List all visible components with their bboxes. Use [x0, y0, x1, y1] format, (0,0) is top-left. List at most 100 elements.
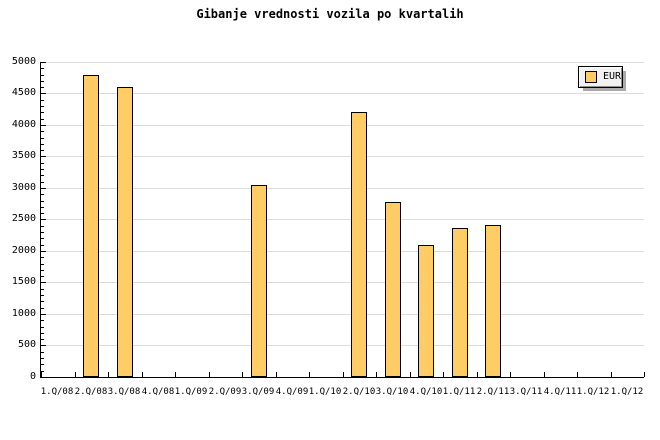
y-axis-label-4500: 4500	[11, 87, 36, 98]
y-major-tick-3500	[41, 156, 46, 157]
y-minor-tick-2700	[41, 207, 44, 208]
y-minor-tick-2200	[41, 238, 44, 239]
chart-title: Gibanje vrednosti vozila po kvartalih	[196, 7, 464, 21]
x-tick-1	[75, 372, 76, 377]
y-major-tick-3000	[41, 188, 46, 189]
y-minor-tick-4700	[41, 81, 44, 82]
legend-box: EUR	[578, 66, 623, 88]
y-major-tick-500	[41, 345, 46, 346]
bar-2.Q/10	[351, 112, 367, 377]
y-major-tick-2500	[41, 219, 46, 220]
bar-2.Q/11	[485, 225, 501, 377]
y-minor-tick-1800	[41, 264, 44, 265]
y-major-tick-4500	[41, 93, 46, 94]
gridline-1500	[41, 282, 644, 283]
legend-swatch-eur	[585, 71, 597, 83]
y-minor-tick-4300	[41, 106, 44, 107]
y-minor-tick-3200	[41, 175, 44, 176]
x-tick-18	[644, 372, 645, 377]
plot-area	[40, 62, 645, 378]
y-axis-label-1000: 1000	[11, 308, 36, 319]
x-axis-label-0: 1.Q/08	[40, 387, 74, 397]
gridline-2000	[41, 251, 644, 252]
gridline-4000	[41, 125, 644, 126]
y-minor-tick-300	[41, 358, 44, 359]
x-axis-label-4: 1.Q/09	[174, 387, 208, 397]
x-tick-0	[41, 372, 42, 377]
x-axis-label-11: 4.Q/10	[409, 387, 443, 397]
x-tick-17	[611, 372, 612, 377]
y-minor-tick-4800	[41, 75, 44, 76]
y-minor-tick-1200	[41, 301, 44, 302]
y-minor-tick-4900	[41, 68, 44, 69]
y-minor-tick-2800	[41, 201, 44, 202]
y-axis-label-3000: 3000	[11, 182, 36, 193]
bar-1.Q/11	[452, 228, 468, 377]
y-minor-tick-700	[41, 333, 44, 334]
bar-3.Q/10	[385, 202, 401, 377]
bar-2.Q/08	[83, 75, 99, 377]
x-axis-label-13: 2.Q/11	[476, 387, 510, 397]
y-minor-tick-3300	[41, 169, 44, 170]
y-minor-tick-400	[41, 352, 44, 353]
x-tick-7	[276, 372, 277, 377]
y-minor-tick-1600	[41, 276, 44, 277]
y-minor-tick-3100	[41, 182, 44, 183]
y-minor-tick-1900	[41, 257, 44, 258]
y-minor-tick-2400	[41, 226, 44, 227]
x-tick-2	[108, 372, 109, 377]
y-axis-label-0: 0	[29, 371, 36, 382]
y-minor-tick-4600	[41, 87, 44, 88]
x-axis-label-12: 1.Q/11	[442, 387, 476, 397]
bar-3.Q/09	[251, 185, 267, 377]
y-minor-tick-2300	[41, 232, 44, 233]
y-major-tick-1500	[41, 282, 46, 283]
x-axis-label-16: 1.Q/12	[576, 387, 610, 397]
gridline-3500	[41, 156, 644, 157]
y-minor-tick-3900	[41, 131, 44, 132]
x-axis-label-1: 2.Q/08	[74, 387, 108, 397]
y-axis-label-2500: 2500	[11, 213, 36, 224]
x-axis-label-3: 4.Q/08	[141, 387, 175, 397]
y-axis-label-500: 500	[17, 339, 36, 350]
gridline-4500	[41, 93, 644, 94]
gridline-1000	[41, 314, 644, 315]
y-minor-tick-3700	[41, 144, 44, 145]
x-tick-12	[443, 372, 444, 377]
y-axis-label-2000: 2000	[11, 245, 36, 256]
x-axis-label-10: 3.Q/10	[375, 387, 409, 397]
x-tick-6	[242, 372, 243, 377]
x-axis-label-14: 3.Q/11	[509, 387, 543, 397]
y-minor-tick-2600	[41, 213, 44, 214]
y-minor-tick-1300	[41, 295, 44, 296]
x-tick-14	[510, 372, 511, 377]
y-minor-tick-2900	[41, 194, 44, 195]
y-axis-label-4000: 4000	[11, 119, 36, 130]
x-axis-label-6: 3.Q/09	[241, 387, 275, 397]
x-tick-11	[410, 372, 411, 377]
gridline-5000	[41, 62, 644, 63]
y-axis-label-5000: 5000	[11, 56, 36, 67]
y-minor-tick-100	[41, 371, 44, 372]
x-axis-label-7: 4.Q/09	[275, 387, 309, 397]
y-axis-label-1500: 1500	[11, 276, 36, 287]
bar-3.Q/08	[117, 87, 133, 377]
y-minor-tick-4100	[41, 119, 44, 120]
x-tick-3	[142, 372, 143, 377]
gridline-500	[41, 345, 644, 346]
x-tick-13	[477, 372, 478, 377]
x-tick-8	[309, 372, 310, 377]
y-major-tick-2000	[41, 251, 46, 252]
y-minor-tick-1100	[41, 308, 44, 309]
y-minor-tick-600	[41, 339, 44, 340]
y-minor-tick-900	[41, 320, 44, 321]
x-tick-16	[577, 372, 578, 377]
x-axis-label-9: 2.Q/10	[342, 387, 376, 397]
x-axis-label-8: 1.Q/10	[308, 387, 342, 397]
x-axis-label-2: 3.Q/08	[107, 387, 141, 397]
legend-label: EUR	[603, 71, 622, 82]
x-axis-label-17: 1.Q/12	[610, 387, 644, 397]
x-tick-10	[376, 372, 377, 377]
x-axis-label-5: 2.Q/09	[208, 387, 242, 397]
